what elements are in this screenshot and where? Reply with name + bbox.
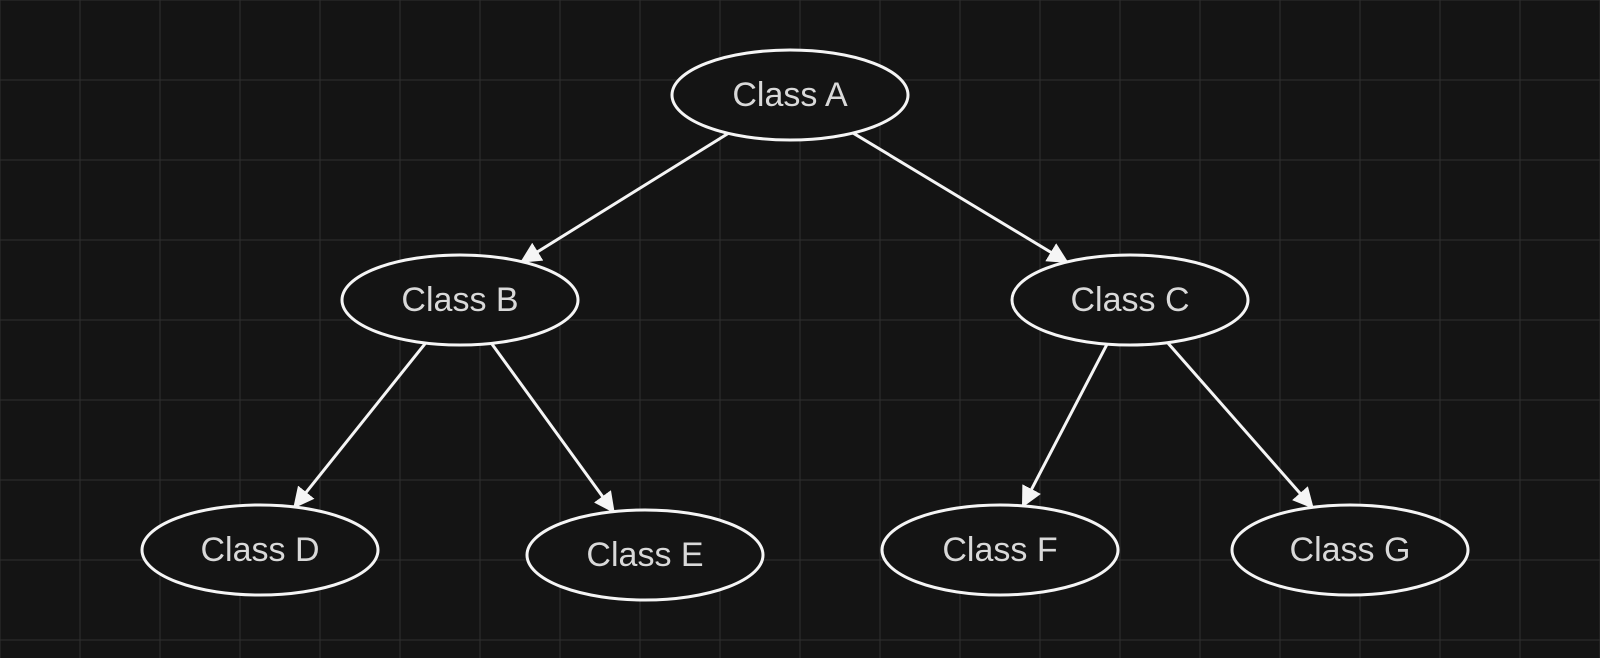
edge-C-F — [1023, 344, 1107, 506]
node-class-a: Class A — [672, 50, 908, 140]
edge-A-B — [522, 133, 729, 261]
node-class-c: Class C — [1012, 255, 1248, 345]
edge-B-E — [491, 343, 613, 511]
node-class-g: Class G — [1232, 505, 1468, 595]
nodes: Class A Class B Class C Class D Class E Class… — [142, 50, 1468, 600]
node-ellipse — [1012, 255, 1248, 345]
class-hierarchy-diagram: Class A Class B Class C Class D Class E Class… — [0, 0, 1600, 658]
node-ellipse — [1232, 505, 1468, 595]
edge-C-G — [1168, 343, 1313, 508]
edge-B-D — [294, 343, 425, 507]
node-ellipse — [342, 255, 578, 345]
node-class-d: Class D — [142, 505, 378, 595]
node-class-f: Class F — [882, 505, 1118, 595]
node-ellipse — [142, 505, 378, 595]
node-class-b: Class B — [342, 255, 578, 345]
node-ellipse — [527, 510, 763, 600]
node-class-e: Class E — [527, 510, 763, 600]
node-ellipse — [882, 505, 1118, 595]
node-ellipse — [672, 50, 908, 140]
